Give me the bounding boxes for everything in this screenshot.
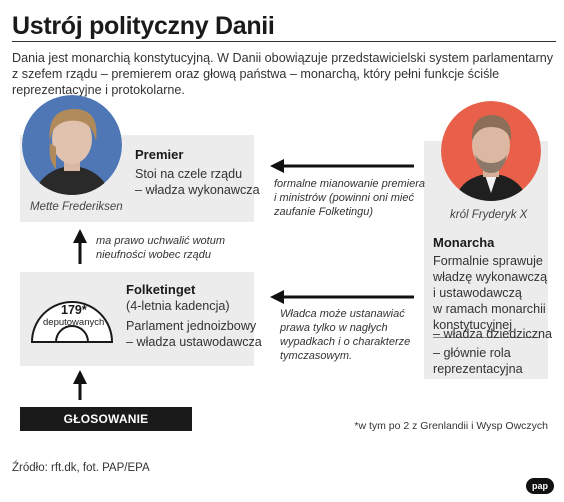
arrow-label-line: i ministrów (powinni oni mieć (274, 192, 414, 204)
folketinget-desc-line: Parlament jednoizbowy (126, 319, 257, 333)
monarch-desc-line: władzę wykonawczą (433, 270, 548, 284)
arrow-label-line: formalne mianowanie premiera (274, 178, 426, 190)
monarch-desc-line: i ustawodawczą (433, 286, 522, 300)
premier-desc-line: – władza wykonawcza (135, 183, 260, 197)
monarch-role-line: – głównie rola (433, 346, 511, 360)
monarch-divider (433, 337, 539, 338)
monarch-photo (441, 101, 541, 201)
seats-number: 179* (61, 303, 87, 317)
premier-desc-line: Stoi na czele rządu (135, 167, 243, 181)
arrow-head (73, 229, 87, 243)
monarch-role: – głównie rola reprezentacyjna (433, 345, 523, 377)
monarch-to-parliament-label: Władca może ustanawiać prawa tylko w nag… (280, 307, 410, 363)
arrow-label-line: wypadkach i o charakterze (280, 336, 411, 348)
seats-label: deputowanych (43, 317, 105, 328)
premier-description: Stoi na czele rządu – władza wykonawcza (135, 166, 260, 198)
intro-text: Dania jest monarchią konstytucyjną. W Da… (12, 51, 554, 97)
folketinget-term: (4-letnia kadencja) (126, 299, 230, 313)
footnote: *w tym po 2 z Grenlandii i Wysp Owczych (354, 420, 548, 432)
arrow-label-line: ma prawo uchwalić wotum (96, 235, 225, 247)
folketinget-heading: Folketinget (126, 282, 196, 297)
arrow-head (270, 290, 284, 304)
page-title: Ustrój polityczny Danii (12, 12, 275, 40)
parliament-to-premier-label: ma prawo uchwalić wotum nieufności wobec… (96, 234, 225, 262)
monarch-description: Formalnie sprawuje władzę wykonawczą i u… (433, 253, 547, 333)
arrow-label-line: Władca może ustanawiać (280, 308, 405, 320)
arrow-label-line: zaufanie Folketingu) (274, 206, 374, 218)
monarch-hereditary: – władza dziedziczna (433, 327, 553, 341)
pap-logo: pap (526, 478, 554, 494)
monarch-role-line: reprezentacyjna (433, 362, 523, 376)
arrow-head (73, 370, 87, 384)
arrow-label-line: prawa tylko w nagłych (280, 322, 388, 334)
title-divider (12, 41, 556, 42)
general-vote-label: GŁOSOWANIE POWSZECHNE (20, 407, 192, 450)
monarch-heading: Monarcha (433, 235, 495, 250)
premier-photo-caption: Mette Frederiksen (30, 201, 123, 213)
premier-photo (22, 95, 122, 195)
folketinget-desc-line: – władza ustawodawcza (126, 335, 262, 349)
monarch-desc-line: konstytucyjnej (433, 318, 513, 332)
monarch-desc-line: Formalnie sprawuje (433, 254, 543, 268)
source-text: Źródło: rft.dk, fot. PAP/EPA (12, 462, 150, 474)
arrow-label-line: nieufności wobec rządu (96, 249, 211, 261)
arrow-head (270, 159, 284, 173)
monarch-to-premier-label: formalne mianowanie premiera i ministrów… (274, 177, 425, 219)
monarch-desc-line: w ramach monarchii (433, 302, 546, 316)
premier-heading: Premier (135, 147, 184, 162)
arrow-label-line: tymczasowym. (280, 350, 353, 362)
folketinget-description: Parlament jednoizbowy – władza ustawodaw… (126, 318, 262, 350)
monarch-photo-caption: król Fryderyk X (450, 209, 528, 221)
parliament-hemicycle-icon (26, 292, 118, 348)
